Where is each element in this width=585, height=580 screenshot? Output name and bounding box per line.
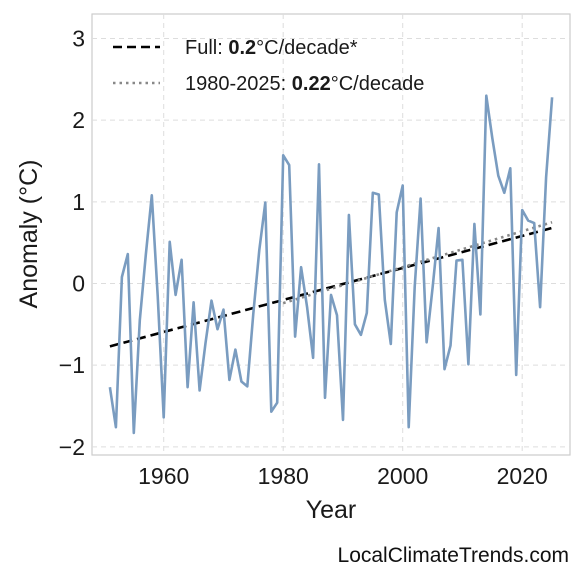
legend-recent-prefix: 1980-2025: (185, 73, 292, 95)
legend-recent-label: 1980-2025: 0.22°C/decade (185, 73, 424, 95)
y-tick-label: 2 (72, 107, 85, 133)
y-tick-label: 1 (72, 189, 85, 215)
legend-full-suffix: °C/decade* (256, 37, 358, 59)
x-tick-label: 2020 (497, 463, 548, 489)
legend: Full: 0.2°C/decade* 1980-2025: 0.22°C/de… (113, 37, 424, 95)
x-axis-label: Year (306, 496, 357, 524)
anomaly-series-line (108, 94, 554, 435)
legend-recent-value: 0.22 (292, 73, 331, 95)
x-tick-label: 1980 (258, 463, 309, 489)
legend-recent-suffix: °C/decade (331, 73, 425, 95)
series (108, 94, 554, 435)
y-tick-label: 0 (72, 271, 85, 297)
recent-trendline (282, 221, 553, 305)
legend-full-label: Full: 0.2°C/decade* (185, 37, 358, 59)
y-tick-labels: −2 −1 0 1 2 3 (59, 26, 85, 460)
y-axis-label: Anomaly (°C) (15, 160, 43, 309)
y-tick-label: −2 (59, 434, 85, 460)
x-tick-label: 1960 (138, 463, 189, 489)
plot-area (91, 13, 571, 456)
x-tick-labels: 1960 1980 2000 2020 (138, 463, 548, 489)
legend-full-value: 0.2 (228, 37, 256, 59)
y-tick-label: 3 (72, 26, 85, 52)
footer-credit: LocalClimateTrends.com (337, 544, 569, 567)
y-tick-label: −1 (59, 352, 85, 378)
legend-full-prefix: Full: (185, 37, 228, 59)
x-tick-label: 2000 (377, 463, 428, 489)
